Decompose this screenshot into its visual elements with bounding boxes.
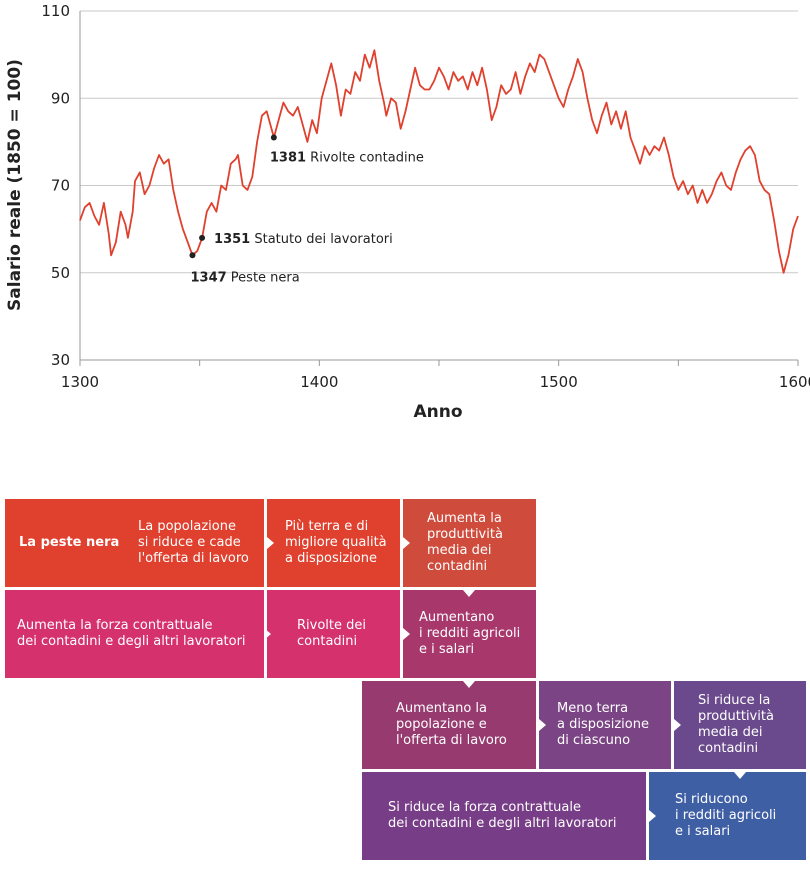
annotations: 1347 Peste nera 1351 Statuto dei lavorato… — [189, 134, 424, 285]
x-tick-label: 1400 — [300, 373, 338, 391]
annotation-point — [199, 234, 206, 241]
flow-box-text: Rivolte dei contadini — [297, 618, 366, 649]
axes: 30 50 70 90 110 1300 1400 1500 1600 — [41, 2, 810, 391]
x-tick-label: 1600 — [779, 373, 810, 391]
flow-arrow-right — [267, 537, 274, 549]
annotation-year: 1381 — [270, 151, 306, 166]
flow-box-text: Si riducono i redditi agricoli e i salar… — [675, 792, 777, 839]
gridlines — [80, 10, 798, 274]
flow-box-more-land: Più terra e di migliore qualità a dispos… — [267, 499, 400, 587]
flow-box-text: Si riduce la produttività media dei cont… — [698, 693, 774, 756]
flow-box-bargaining-down: Si riduce la forza contrattuale dei cont… — [362, 772, 646, 860]
flow-arrow-right — [264, 628, 271, 640]
annotation-label: 1347 Peste nera — [190, 270, 299, 285]
series-line-salario-reale — [79, 49, 799, 274]
flow-arrow-right — [539, 719, 546, 731]
flow-box-productivity-up: Aumenta la produttività media dei contad… — [403, 499, 536, 587]
flow-box-incomes-down: Si riducono i redditi agricoli e i salar… — [649, 772, 806, 860]
flow-box-text: La peste nera — [19, 535, 120, 550]
flow-box-less-land: Meno terra a disposizione di ciascuno — [539, 681, 671, 769]
flow-box-text: Più terra e di migliore qualità a dispos… — [285, 519, 387, 566]
flow-box-text: Aumenta la forza contrattuale dei contad… — [17, 618, 246, 649]
annotation-point — [270, 134, 277, 141]
flow-box-incomes-up: Aumentano i redditi agricoli e i salari — [403, 590, 536, 678]
x-axis-title: Anno — [413, 402, 462, 422]
y-tick-label: 70 — [51, 177, 70, 195]
series-layer — [79, 49, 799, 274]
y-tick-label: 30 — [51, 351, 70, 369]
flow-arrow-right — [674, 719, 681, 731]
x-tick-label: 1500 — [540, 373, 578, 391]
flow-box-text: La popolazione si riduce e cade l'offert… — [138, 519, 249, 566]
flow-box-peasant-revolts: Rivolte dei contadini — [267, 590, 400, 678]
annotation-label: 1351 Statuto dei lavoratori — [214, 232, 393, 247]
annotation-label: 1381 Rivolte contadine — [270, 151, 424, 166]
flow-arrow-down — [463, 590, 475, 597]
annotation-point — [189, 252, 196, 259]
flow-arrow-right — [403, 628, 410, 640]
annotation-year: 1351 — [214, 232, 250, 247]
annotation-text: Peste nera — [227, 270, 300, 285]
flow-box-text: Aumentano i redditi agricoli e i salari — [419, 610, 521, 657]
annotation-text: Statuto dei lavoratori — [250, 232, 393, 247]
flow-box-text: Aumenta la produttività media dei contad… — [427, 511, 503, 574]
x-tick-label: 1300 — [61, 373, 99, 391]
y-axis-title: Salario reale (1850 = 100) — [5, 59, 25, 311]
annotation-year: 1347 — [190, 270, 226, 285]
flow-box-text: Meno terra a disposizione di ciascuno — [557, 701, 649, 748]
flow-box-text: Si riduce la forza contrattuale dei cont… — [388, 800, 617, 831]
flow-box-bargaining-up: Aumenta la forza contrattuale dei contad… — [5, 590, 264, 678]
flow-box-population-rises: Aumentano la popolazione e l'offerta di … — [362, 681, 536, 769]
flow-arrow-right — [649, 810, 656, 822]
annotation-text: Rivolte contadine — [306, 151, 424, 166]
flow-box-text: Aumentano la popolazione e l'offerta di … — [396, 701, 507, 748]
flow-arrow-down — [463, 681, 475, 688]
flow-box-productivity-down: Si riduce la produttività media dei cont… — [674, 681, 806, 769]
wage-line-chart: 30 50 70 90 110 1300 1400 1500 1600 1347 Peste n… — [5, 2, 810, 422]
flow-arrow-right — [403, 537, 410, 549]
y-tick-label: 50 — [51, 264, 70, 282]
y-tick-label: 90 — [51, 89, 70, 107]
y-tick-label: 110 — [41, 2, 70, 20]
flow-arrow-down — [734, 772, 746, 779]
